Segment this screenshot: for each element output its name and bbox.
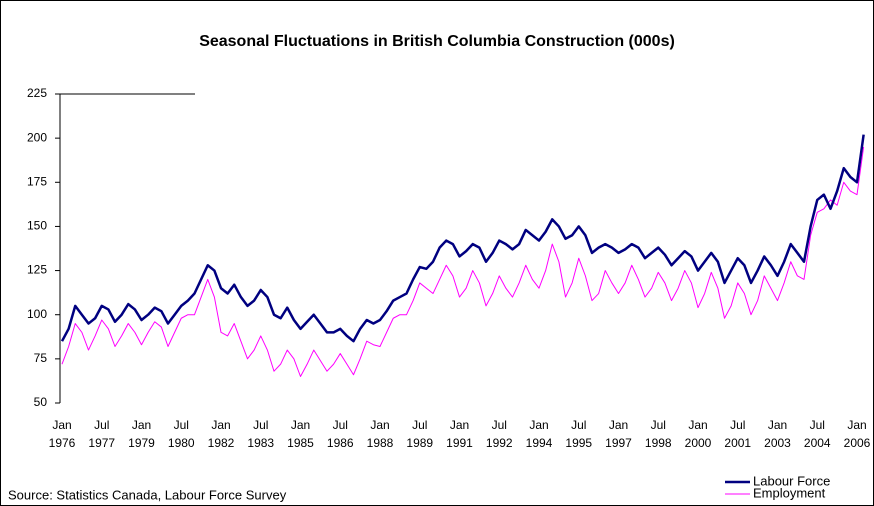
x-tick-label: Jan 2003	[764, 418, 791, 450]
y-tick-label: 150	[27, 219, 47, 233]
x-tick-label: Jan 1997	[605, 418, 632, 450]
x-tick-label: Jul 1983	[247, 418, 274, 450]
x-tick-label: Jul 2001	[724, 418, 751, 450]
x-tick-label: Jul 1980	[168, 418, 195, 450]
x-tick-label: Jul 1995	[565, 418, 592, 450]
y-tick-label: 75	[34, 351, 48, 365]
x-tick-label: Jan 1982	[208, 418, 235, 450]
legend-label: Employment	[753, 485, 826, 500]
source-note: Source: Statistics Canada, Labour Force …	[8, 487, 287, 502]
x-tick-label: Jan 1994	[526, 418, 553, 450]
series-line	[60, 134, 865, 343]
x-tick-label: Jan 1985	[287, 418, 314, 450]
legend-label: Labour Force	[753, 473, 830, 488]
y-tick-label: 50	[34, 395, 48, 409]
x-tick-label: Jan 1988	[367, 418, 394, 450]
x-tick-label: Jul 1992	[486, 418, 513, 450]
x-tick-label: Jan 1991	[446, 418, 473, 450]
x-tick-label: Jul 2004	[804, 418, 831, 450]
x-tick-label: Jul 1977	[88, 418, 115, 450]
x-tick-label: Jan 2000	[685, 418, 712, 450]
chart-title: Seasonal Fluctuations in British Columbi…	[199, 33, 675, 50]
y-tick-label: 175	[27, 174, 47, 188]
x-tick-label: Jan 1976	[49, 418, 76, 450]
x-tick-label: Jul 1986	[327, 418, 354, 450]
y-tick-label: 100	[27, 307, 47, 321]
y-tick-label: 225	[27, 86, 47, 100]
x-tick-label: Jul 1998	[645, 418, 672, 450]
series-line	[61, 146, 865, 378]
y-tick-label: 125	[27, 263, 47, 277]
x-tick-label: Jul 1989	[406, 418, 433, 450]
x-tick-label: Jan 1979	[128, 418, 155, 450]
x-tick-label: Jan 2006	[844, 418, 871, 450]
y-tick-label: 200	[27, 130, 47, 144]
